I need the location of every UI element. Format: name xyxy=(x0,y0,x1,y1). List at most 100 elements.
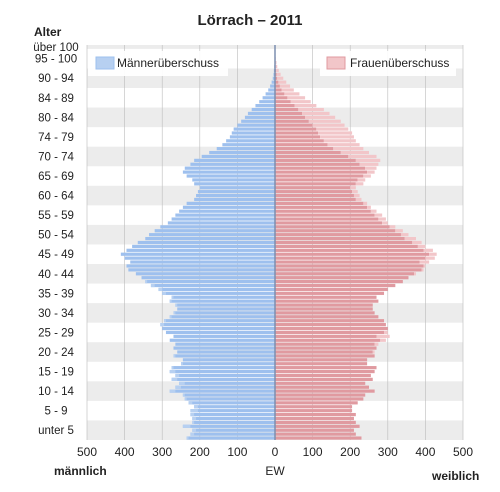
age-group-label: 80 - 84 xyxy=(38,112,74,124)
bar-female-excess xyxy=(281,88,294,92)
bar-male xyxy=(268,88,275,92)
bar-male xyxy=(158,287,275,292)
age-group-label: 45 - 49 xyxy=(38,249,74,261)
bar-male xyxy=(169,369,275,374)
bar-male-excess xyxy=(150,283,155,288)
bar-male xyxy=(255,104,275,108)
bar-female xyxy=(275,276,409,280)
bar-male-excess xyxy=(158,287,163,292)
bar-female xyxy=(275,104,295,108)
bar-female xyxy=(275,280,403,284)
bar-male xyxy=(175,303,275,307)
bar-female-excess xyxy=(421,268,424,272)
bar-female-excess xyxy=(320,135,354,139)
x-axis-tick-labels: 500 400 300 200 100 0 100 200 300 400 500 xyxy=(77,445,473,459)
bar-female xyxy=(275,197,356,202)
bar-female-excess xyxy=(367,170,375,174)
bar-male xyxy=(150,283,275,288)
bar-female xyxy=(275,131,319,135)
bar-male xyxy=(231,131,275,135)
bar-female xyxy=(275,311,375,315)
bar-male xyxy=(160,323,275,327)
bar-male xyxy=(190,412,275,417)
bar-male xyxy=(162,326,275,331)
age-group-label: 50 - 54 xyxy=(38,230,74,242)
bar-female xyxy=(275,143,328,147)
bar-female xyxy=(275,373,371,378)
bar-female xyxy=(275,80,279,84)
bar-male xyxy=(186,201,275,205)
bar-male xyxy=(262,96,275,100)
age-group-label: 15 - 19 xyxy=(38,367,74,379)
bar-male xyxy=(194,158,275,162)
bar-female-excess xyxy=(380,338,386,342)
bar-female-excess xyxy=(352,190,358,194)
bar-female-excess xyxy=(294,104,317,108)
bar-male-excess xyxy=(192,416,197,421)
age-group-label: 65 - 69 xyxy=(38,171,74,183)
bar-male xyxy=(135,272,275,276)
bar-male xyxy=(175,385,275,389)
bar-male-excess xyxy=(181,362,183,366)
x-tick-label: 300 xyxy=(152,445,172,459)
bar-female-excess xyxy=(340,150,369,155)
bar-female-excess xyxy=(429,252,437,256)
bar-male xyxy=(184,166,275,170)
bar-male-excess xyxy=(169,369,176,374)
bar-female xyxy=(275,283,396,288)
bar-female-excess xyxy=(276,68,279,73)
bar-female xyxy=(275,209,371,213)
bar-male xyxy=(192,428,275,432)
legend-male-excess-label: Männerüberschuss xyxy=(117,56,219,70)
bar-female xyxy=(275,256,426,260)
bar-female-excess xyxy=(374,213,383,217)
bar-male xyxy=(149,233,275,237)
bar-female xyxy=(275,291,385,295)
bar-male-excess xyxy=(182,393,185,397)
bar-female xyxy=(275,420,356,425)
bar-male xyxy=(160,225,275,229)
age-group-labels: unter 5 5 - 9 10 - 14 15 - 19 20 - 24 25 - 29… xyxy=(33,42,78,437)
bar-female-excess xyxy=(305,115,336,119)
bar-female-excess xyxy=(348,154,377,159)
bar-male xyxy=(186,436,275,440)
bar-female-excess xyxy=(308,119,341,123)
bar-female xyxy=(275,424,360,428)
bar-male-excess xyxy=(190,409,198,413)
bar-male xyxy=(130,260,275,264)
bar-male-excess xyxy=(194,405,198,409)
bar-female xyxy=(275,369,375,374)
bar-female-excess xyxy=(363,201,368,205)
bar-female xyxy=(275,303,373,307)
bar-female xyxy=(275,147,334,151)
bar-male xyxy=(247,111,275,116)
legend-female-excess: Frauenüberschuss xyxy=(320,51,456,76)
bar-male xyxy=(182,170,275,174)
bar-female xyxy=(275,323,386,327)
bar-female xyxy=(275,319,385,323)
bar-female xyxy=(275,107,299,112)
bar-female xyxy=(275,412,356,417)
bar-female xyxy=(275,205,368,209)
x-tick-label: 100 xyxy=(227,445,247,459)
bar-female xyxy=(275,100,291,104)
bar-female xyxy=(275,393,366,397)
bar-female xyxy=(275,354,375,358)
bar-female xyxy=(275,252,430,256)
bar-female xyxy=(275,260,420,264)
bar-female xyxy=(275,244,418,249)
bar-male xyxy=(194,182,275,186)
right-side-label: weiblich xyxy=(431,469,479,483)
bar-female xyxy=(275,299,379,303)
bar-male xyxy=(167,221,275,225)
bar-male xyxy=(164,319,275,323)
bar-male xyxy=(199,186,275,190)
bar-male xyxy=(251,107,275,112)
bar-male xyxy=(192,416,275,421)
bar-male xyxy=(197,190,275,194)
bar-male-excess xyxy=(169,389,176,393)
left-side-label: männlich xyxy=(54,464,107,478)
bar-male xyxy=(126,248,275,252)
bar-male xyxy=(190,432,275,436)
bar-male-excess xyxy=(175,385,181,389)
